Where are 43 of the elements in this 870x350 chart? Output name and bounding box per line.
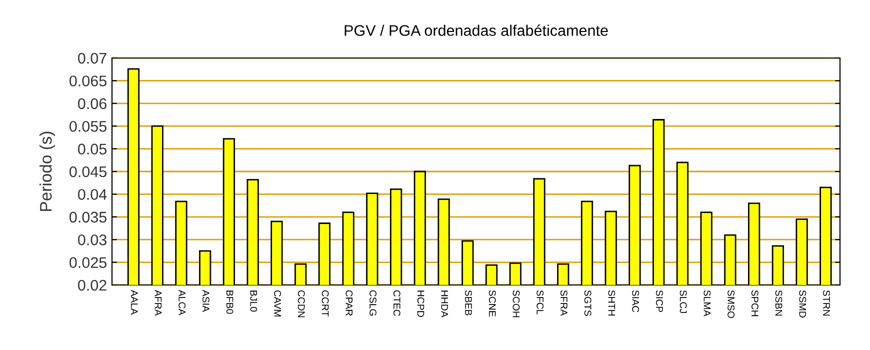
x-tick-label: ALCA: [178, 290, 186, 316]
y-tick-label: 0.025: [70, 257, 106, 268]
x-tick-label: SFRA: [560, 290, 568, 316]
x-tick-label: HCPD: [417, 290, 424, 317]
y-tick-label: 0.06: [78, 98, 106, 110]
x-tick-label: CTEC: [393, 290, 400, 316]
x-tick-label: BFB0: [226, 290, 234, 314]
x-tick-label: SHTH: [608, 290, 616, 316]
x-tick-label: SICP: [656, 290, 663, 312]
y-tick-label: 0.04: [78, 189, 107, 200]
x-tick-label: SFCL: [536, 290, 544, 314]
x-tick-label: BJL0: [250, 290, 258, 312]
x-tick-label: SLCJ: [680, 290, 687, 313]
y-tick-label: 0.02: [78, 280, 106, 291]
y-tick-label: 0.03: [78, 234, 106, 246]
x-tick-label: CCDN: [298, 290, 305, 318]
x-tick-label: CAVM: [274, 290, 281, 316]
chart-title: PGV / PGA ordenadas alfabéticamente: [344, 24, 608, 36]
x-tick-label: SLMA: [704, 290, 711, 316]
y-tick-label: 0.065: [70, 76, 106, 86]
x-tick-label: SCNE: [488, 290, 496, 316]
x-tick-label: SBEB: [465, 290, 472, 316]
y-tick-label: 0.045: [70, 166, 106, 178]
x-tick-label: AALA: [130, 290, 138, 315]
x-tick-label: HHDA: [441, 290, 448, 318]
y-tick-label: 0.05: [78, 144, 106, 154]
x-tick-label: SCOH: [512, 290, 520, 318]
x-tick-label: CPAR: [346, 290, 353, 316]
x-tick-label: SGTS: [584, 290, 592, 316]
x-tick-label: ASIA: [202, 290, 210, 312]
x-tick-label: SSMD: [799, 290, 806, 318]
y-tick-label: 0.035: [70, 212, 106, 223]
x-tick-label: STRN: [823, 290, 830, 316]
x-tick-label: SPCH: [751, 290, 758, 316]
x-tick-label: CCRT: [322, 290, 329, 316]
x-tick-label: SIAC: [632, 290, 640, 312]
x-tick-label: AFRA: [154, 290, 162, 316]
x-tick-label: CSLG: [370, 290, 376, 316]
x-tick-label: SSBN: [775, 290, 782, 316]
x-tick-label: SMSO: [728, 290, 734, 318]
y-tick-label: 0.055: [70, 120, 106, 132]
y-axis-title: Periodo (s): [39, 132, 56, 211]
y-tick-label: 0.07: [78, 52, 106, 64]
